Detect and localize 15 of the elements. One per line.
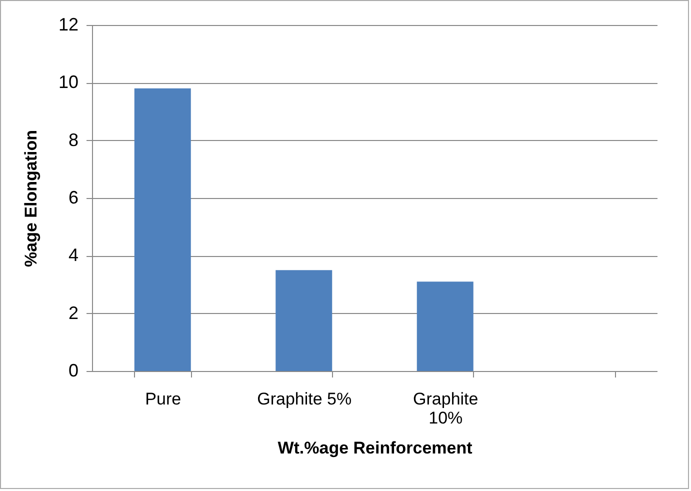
y-tick-label: 6 bbox=[68, 188, 78, 208]
y-tick-label: 0 bbox=[68, 360, 78, 380]
y-tick-label: 10 bbox=[58, 72, 78, 92]
y-tick-label: 2 bbox=[68, 302, 78, 323]
x-tick-label: Graphite 10% bbox=[413, 390, 478, 428]
x-axis-title: Wt.%age Reinforcement bbox=[278, 438, 473, 458]
bar bbox=[276, 270, 332, 371]
y-tick-label: 8 bbox=[68, 130, 78, 150]
x-tick-label: Graphite 5% bbox=[257, 390, 352, 408]
bar bbox=[416, 282, 474, 371]
y-axis-title: %age Elongation bbox=[21, 130, 40, 267]
y-tick-label: 4 bbox=[68, 245, 78, 266]
y-tick-label: 12 bbox=[58, 14, 78, 34]
bar bbox=[134, 88, 191, 371]
x-tick-label: Pure bbox=[145, 390, 182, 408]
